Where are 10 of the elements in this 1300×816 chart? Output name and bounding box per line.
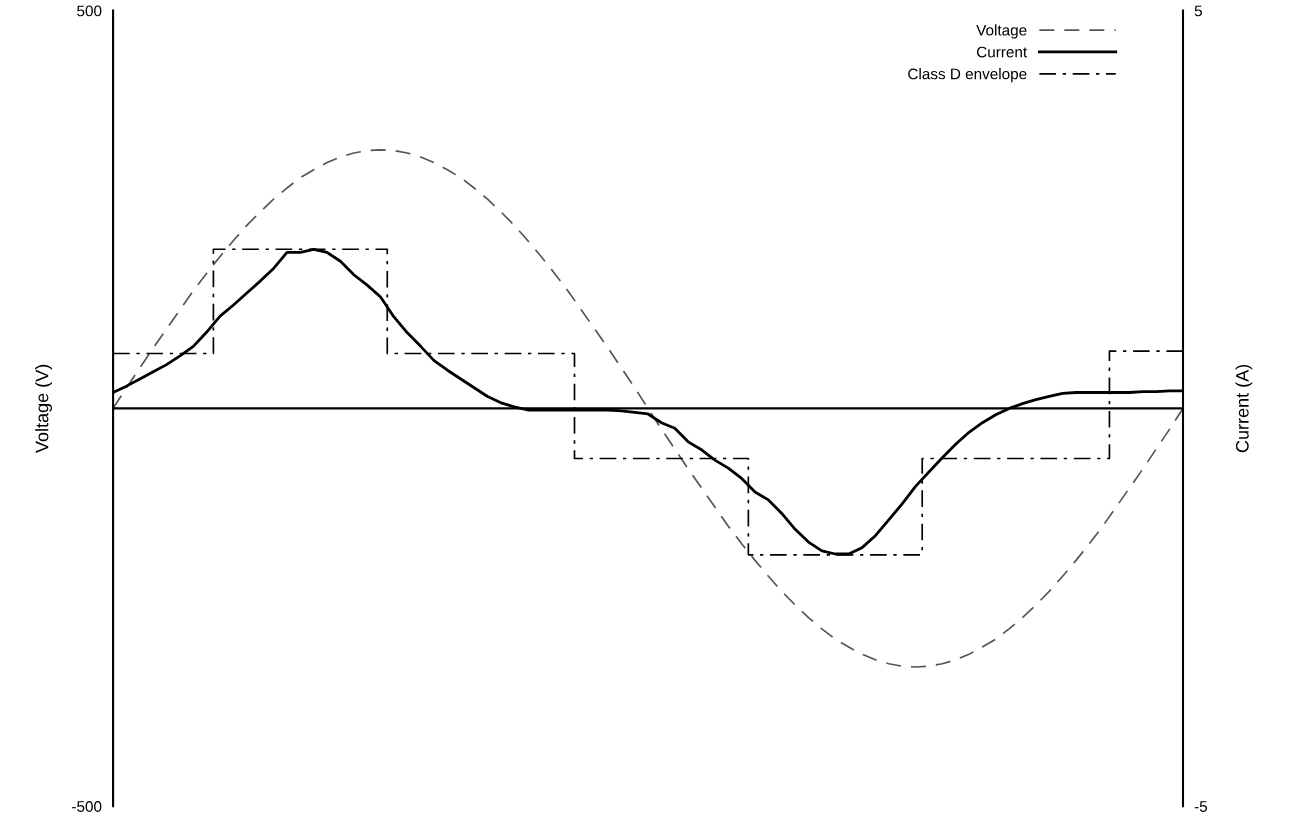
legend-label: Voltage [976, 24, 1027, 39]
y2-axis-title: Current (A) [1235, 364, 1253, 453]
y-tick-label: 500 [77, 5, 102, 17]
y2-tick-label: 5 [1194, 5, 1202, 17]
line-series [113, 149, 1183, 668]
y-tick-label: -500 [72, 801, 102, 812]
y2-tick-label: -5 [1194, 801, 1208, 812]
legend-label: Current [976, 46, 1028, 58]
y-axis-title: Voltage (V) [35, 364, 52, 453]
legend-label: Class D envelope [908, 68, 1027, 83]
